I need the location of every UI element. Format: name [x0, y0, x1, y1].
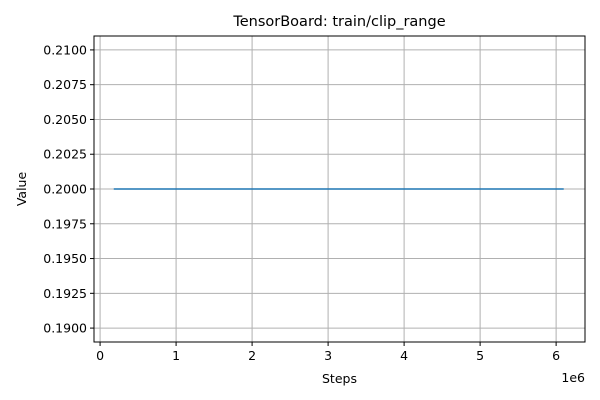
y-tick-label: 0.2075	[43, 77, 87, 92]
y-tick-label: 0.1900	[43, 321, 87, 336]
y-tick-label: 0.1975	[43, 216, 87, 231]
y-tick-label: 0.2050	[43, 112, 87, 127]
x-axis-offset-label: 1e6	[561, 370, 585, 385]
y-axis-label: Value	[14, 172, 29, 207]
x-axis-label: Steps	[322, 371, 357, 386]
x-tick-label: 3	[324, 348, 332, 363]
x-tick-label: 0	[96, 348, 104, 363]
x-tick-label: 5	[476, 348, 484, 363]
y-tick-label: 0.2025	[43, 147, 87, 162]
x-tick-label: 1	[172, 348, 180, 363]
x-tick-label: 2	[248, 348, 256, 363]
y-tick-label: 0.1925	[43, 286, 87, 301]
y-tick-label: 0.2100	[43, 42, 87, 57]
y-tick-label: 0.2000	[43, 182, 87, 197]
y-tick-label: 0.1950	[43, 251, 87, 266]
x-tick-label: 4	[400, 348, 408, 363]
chart-title: TensorBoard: train/clip_range	[232, 14, 445, 30]
x-tick-label: 6	[552, 348, 560, 363]
ticks-layer: 0 1 2 3 4 5 6 0.1900 0.1925 0.1950 0.1975 0.2000 0.2…	[43, 42, 560, 363]
